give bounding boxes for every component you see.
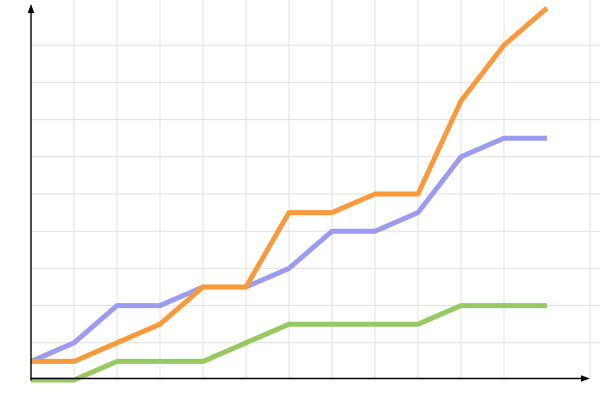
axes xyxy=(27,4,590,382)
series-lines xyxy=(30,6,549,383)
purple-series-line xyxy=(30,135,547,364)
green-series-line xyxy=(31,303,547,383)
y-axis-arrow-icon xyxy=(27,4,35,13)
orange-series-line xyxy=(31,6,549,364)
x-axis-arrow-icon xyxy=(581,375,590,382)
